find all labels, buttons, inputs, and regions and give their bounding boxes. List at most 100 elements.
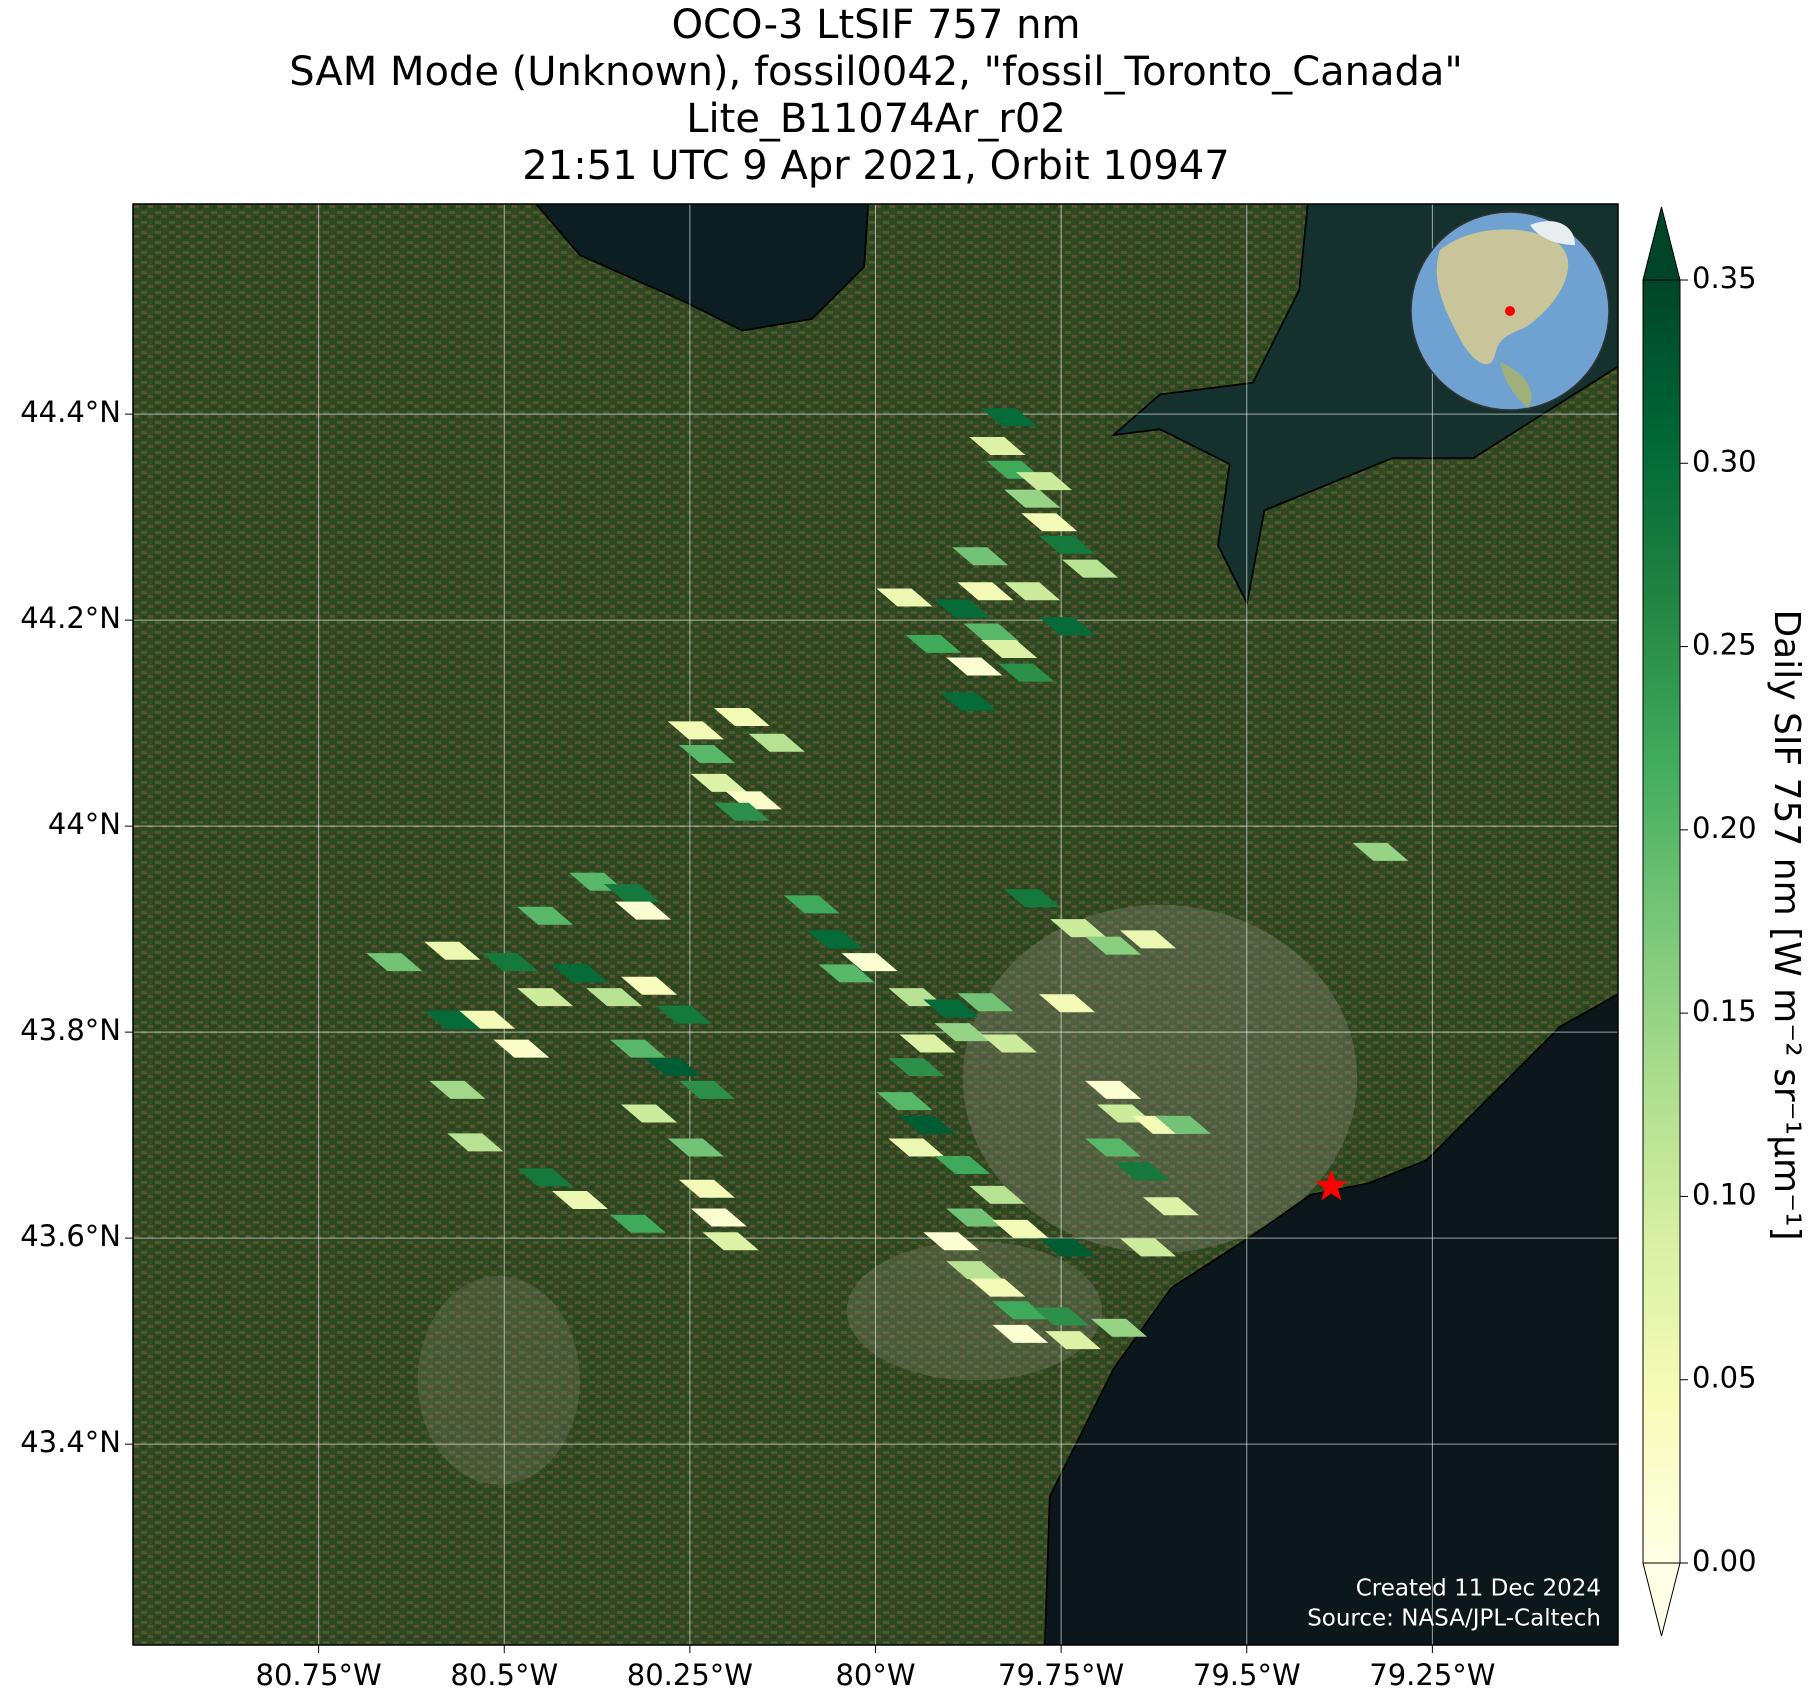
- sif-pixel: [551, 1191, 608, 1210]
- sif-pixel: [888, 1058, 945, 1077]
- x-tick-label: 80°W: [835, 1658, 915, 1692]
- colorbar-extend: [1642, 206, 1681, 281]
- sif-pixel: [1039, 1238, 1096, 1257]
- sif-pixel: [1085, 936, 1142, 955]
- y-tick-label: 44.2°N: [20, 601, 121, 635]
- sif-pixel: [1085, 1080, 1142, 1099]
- sif-pixel: [603, 884, 660, 903]
- sif-pixel: [783, 895, 840, 914]
- x-tick-label: 79.5°W: [1193, 1658, 1301, 1692]
- gridlines: [133, 204, 1618, 1645]
- sif-pixel: [586, 988, 643, 1007]
- sif-pixel: [690, 773, 747, 792]
- title-line: SAM Mode (Unknown), fossil0042, "fossil_…: [289, 49, 1463, 95]
- colorbar-tick-label: 0.25: [1692, 628, 1757, 662]
- sif-pixel: [366, 953, 423, 972]
- sif-pixel: [1085, 1138, 1142, 1157]
- sif-pixel: [551, 964, 608, 983]
- sif-pixel: [923, 1232, 980, 1251]
- sif-pixel: [609, 1214, 666, 1233]
- sif-pixel: [459, 1010, 516, 1029]
- colorbar-tick-label: 0.10: [1692, 1177, 1757, 1211]
- sif-pixel: [678, 745, 735, 764]
- sif-pixel: [981, 408, 1038, 427]
- sif-pixel: [678, 1080, 735, 1099]
- sif-pixel: [678, 1179, 735, 1198]
- sif-pixel: [748, 733, 805, 752]
- y-tick-label: 43.6°N: [20, 1219, 121, 1253]
- sif-pixel: [876, 588, 933, 607]
- x-tick-label: 80.5°W: [450, 1658, 558, 1692]
- sif-pixel: [1039, 535, 1096, 554]
- sif-pixel: [1091, 1318, 1148, 1337]
- colorbar-tick-label: 0.15: [1692, 994, 1757, 1028]
- sif-pixel: [621, 1104, 678, 1123]
- sif-pixel: [424, 941, 481, 960]
- sif-pixel: [493, 1039, 550, 1058]
- colorbar-tick-label: 0.05: [1692, 1361, 1757, 1395]
- y-tick-label: 44.4°N: [20, 395, 121, 429]
- colorbar-tick-label: 0.30: [1692, 444, 1757, 478]
- titles: OCO-3 LtSIF 757 nm SAM Mode (Unknown), f…: [289, 2, 1463, 189]
- y-tick-label: 44°N: [48, 807, 121, 841]
- sif-pixel: [876, 1092, 933, 1111]
- colorbar-extend: [1642, 1562, 1681, 1637]
- title-line: OCO-3 LtSIF 757 nm: [672, 2, 1081, 48]
- sif-pixel: [934, 599, 991, 618]
- sif-pixel: [644, 1058, 701, 1077]
- sif-pixel: [1154, 1115, 1211, 1134]
- sif-pixel: [940, 692, 997, 711]
- x-tick-label: 79.25°W: [1369, 1658, 1495, 1692]
- y-tick-label: 43.8°N: [20, 1013, 121, 1047]
- sif-pixel: [957, 582, 1014, 601]
- sif-pixel: [713, 802, 770, 821]
- globe-target: [1505, 306, 1515, 316]
- sif-pixel: [998, 663, 1055, 682]
- credit-note: Created 11 Dec 2024: [1356, 1576, 1601, 1602]
- basemap: [133, 204, 1618, 1645]
- x-tick-label: 80.75°W: [256, 1658, 382, 1692]
- sif-pixel: [899, 1034, 956, 1053]
- sif-pixel: [725, 791, 782, 810]
- sif-pixel: [621, 976, 678, 995]
- sif-pixel: [1016, 472, 1073, 491]
- sif-pixel: [992, 1301, 1049, 1320]
- colorbar-tick-label: 0.20: [1692, 811, 1757, 845]
- sif-pixel: [667, 721, 724, 740]
- sif-pixel: [841, 953, 898, 972]
- sif-pixel: [517, 1168, 574, 1187]
- sif-pixel: [969, 437, 1026, 456]
- sif-pixel: [1033, 1307, 1090, 1326]
- sif-pixel: [1119, 930, 1176, 949]
- sif-pixel: [517, 988, 574, 1007]
- sif-soundings: [366, 408, 1409, 1350]
- sif-pixel: [1004, 489, 1061, 508]
- sif-pixel: [609, 1039, 666, 1058]
- sif-pixel: [1039, 617, 1096, 636]
- sif-pixel: [992, 1219, 1049, 1238]
- sif-pixel: [655, 1005, 712, 1024]
- title-line: 21:51 UTC 9 Apr 2021, Orbit 10947: [522, 143, 1229, 189]
- sif-pixel: [615, 901, 672, 920]
- sif-pixel: [1352, 842, 1409, 861]
- sif-pixel: [806, 930, 863, 949]
- sif-pixel: [946, 1261, 1003, 1280]
- sif-pixel: [1119, 1238, 1176, 1257]
- sif-pixel: [981, 639, 1038, 658]
- target-star: [1315, 1169, 1348, 1201]
- sif-pixel: [923, 999, 980, 1018]
- colorbar-tick-label: 0.00: [1692, 1544, 1757, 1578]
- sif-pixel: [969, 1278, 1026, 1297]
- sif-pixel: [888, 1138, 945, 1157]
- sif-pixel: [1039, 994, 1096, 1013]
- sif-pixel: [517, 906, 574, 925]
- sif-pixel: [818, 964, 875, 983]
- sif-pixel: [934, 1023, 991, 1042]
- sif-pixel: [1045, 1331, 1102, 1350]
- sif-pixel: [1021, 513, 1078, 532]
- sif-pixel: [1004, 582, 1061, 601]
- sif-pixel: [690, 1208, 747, 1227]
- sif-pixel: [1062, 559, 1119, 578]
- sif-pixel: [1114, 1162, 1171, 1181]
